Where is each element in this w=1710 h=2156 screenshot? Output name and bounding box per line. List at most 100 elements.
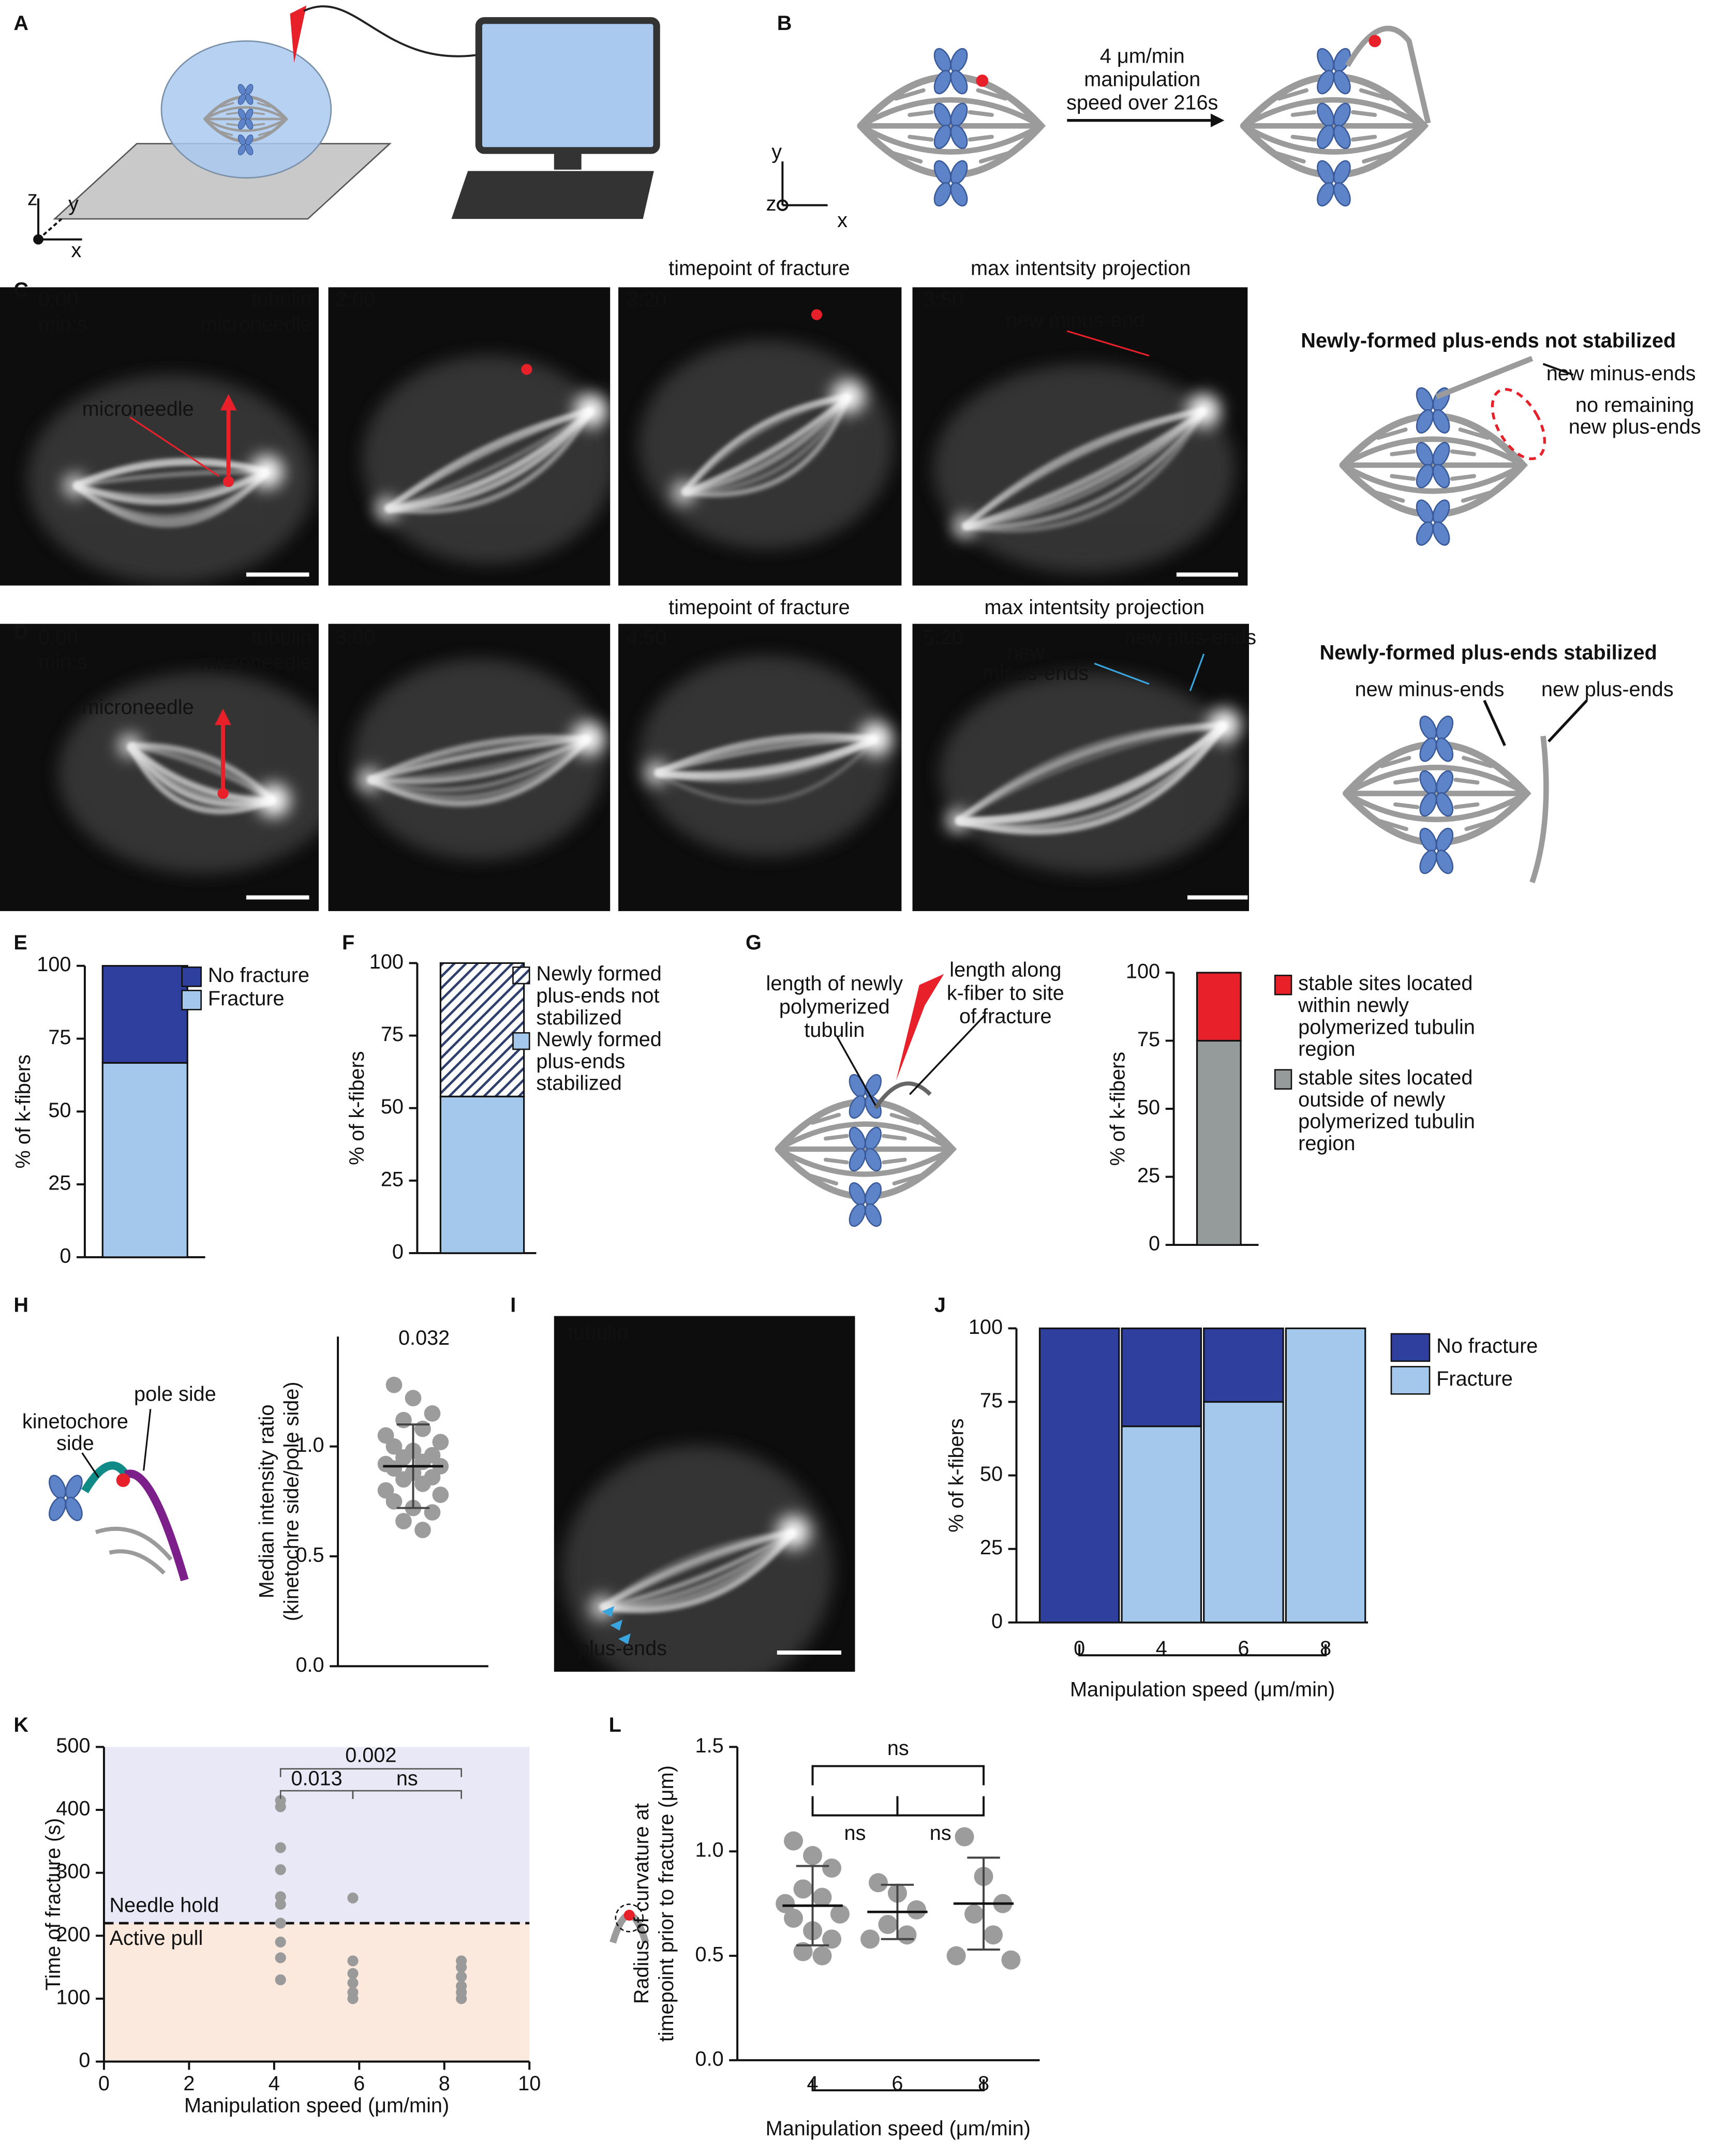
pole xyxy=(946,810,969,832)
x-tick-label: 0 xyxy=(98,2072,110,2095)
p-value: 0.032 xyxy=(398,1327,450,1349)
data-point xyxy=(275,1952,286,1964)
haze xyxy=(27,374,315,584)
y-tick-label: 0 xyxy=(1149,1232,1160,1255)
legend-label: No fracture xyxy=(208,964,309,987)
needle-tip xyxy=(217,787,229,799)
y-tick-label: 0.0 xyxy=(695,2047,724,2070)
bar-segment xyxy=(1285,1327,1366,1624)
y-tick-label: 100 xyxy=(1126,960,1160,983)
x-axis-label: Manipulation speed (μm/min) xyxy=(1070,1678,1335,1701)
y-tick-label: 0.5 xyxy=(295,1544,324,1567)
data-point xyxy=(275,1801,286,1812)
label: tubulin xyxy=(251,626,312,649)
fiber xyxy=(1435,355,1534,399)
x-tick-label: 2 xyxy=(183,2072,195,2095)
x-group-bracket xyxy=(1078,1644,1327,1657)
data-point xyxy=(347,1977,359,1989)
data-point xyxy=(395,1449,412,1466)
data-point xyxy=(385,1493,403,1510)
timestamp: 3:20 xyxy=(627,288,666,311)
data-point xyxy=(432,1434,449,1450)
monitor-stand xyxy=(554,150,582,170)
legend-label: Newly formed plus-ends not stabilized xyxy=(536,963,667,1030)
needle-tip xyxy=(811,309,823,320)
microtubule xyxy=(74,459,267,488)
y-axis-label: % of k-fibers xyxy=(12,1054,35,1168)
y-tick-label: 0.0 xyxy=(295,1654,324,1676)
data-point xyxy=(395,1513,412,1529)
pointer xyxy=(836,1014,986,1106)
comparison-label: ns xyxy=(844,1822,866,1845)
y-tick-label: 0 xyxy=(392,1240,404,1263)
microtubule xyxy=(964,409,1206,532)
axis-name: z xyxy=(27,187,38,210)
microtubule xyxy=(369,737,589,781)
axis-name: z xyxy=(766,192,777,215)
keyboard xyxy=(451,171,654,219)
legend-label: No fracture xyxy=(1436,1335,1538,1358)
bar-segment xyxy=(1203,1401,1284,1624)
y-tick-label: 75 xyxy=(1137,1028,1160,1051)
comparison-label: 0.013 xyxy=(291,1767,342,1790)
label: min:s xyxy=(38,313,87,336)
microtubules xyxy=(352,659,606,860)
legend-swatch xyxy=(512,1032,530,1050)
legend-swatch xyxy=(512,967,530,985)
y-axis-label: Radius of curvature at xyxy=(630,1803,653,2004)
haze xyxy=(58,672,319,874)
microtubule xyxy=(957,723,1226,823)
y-tick-label: 100 xyxy=(37,953,71,976)
data-point xyxy=(405,1390,422,1407)
label: no remaining xyxy=(1575,394,1694,417)
label: speed over 216s xyxy=(1066,91,1218,114)
label: min:s xyxy=(38,651,87,674)
pole xyxy=(859,722,892,755)
data-point xyxy=(347,1993,359,2004)
label: microneedle xyxy=(82,696,194,719)
bar-segment xyxy=(1196,972,1242,1042)
data-point xyxy=(946,1946,966,1966)
data-point xyxy=(456,1971,467,1982)
haze xyxy=(638,655,894,857)
microtubules xyxy=(638,655,894,857)
microtubule xyxy=(957,723,1226,829)
pointer xyxy=(1066,330,1150,356)
y-tick-label: 1.0 xyxy=(695,1839,724,1862)
microtubule xyxy=(128,744,274,805)
panel-label: I xyxy=(510,1294,516,1317)
axes-icon xyxy=(777,161,828,211)
y-tick-label: 200 xyxy=(56,1923,90,1946)
data-point xyxy=(347,1955,359,1967)
legend-swatch xyxy=(181,967,202,987)
haze xyxy=(933,364,1235,573)
fiber xyxy=(873,1081,932,1109)
data-point xyxy=(830,1904,850,1924)
label: max intentsity projection xyxy=(984,596,1204,619)
label: pole side xyxy=(134,1382,216,1405)
pole xyxy=(953,515,976,538)
label: microneedle xyxy=(200,651,312,674)
data-point xyxy=(275,1864,286,1876)
panel-label: J xyxy=(934,1294,946,1317)
pole xyxy=(1208,708,1241,742)
legend-swatch xyxy=(1274,974,1292,995)
x-tick-label: 4 xyxy=(1156,1637,1167,1660)
comparison-label: ns xyxy=(887,1737,909,1760)
microtubule xyxy=(386,409,592,511)
axis-name: x xyxy=(71,239,81,262)
needle-tip xyxy=(976,75,989,87)
comparison-label: ns xyxy=(396,1767,418,1790)
data-point xyxy=(812,1887,832,1907)
cell xyxy=(160,40,332,179)
microtubule xyxy=(600,1530,794,1610)
timestamp: 3:50 xyxy=(924,288,963,311)
pole xyxy=(673,481,695,504)
pointer xyxy=(1542,363,1574,376)
y-tick-label: 50 xyxy=(1137,1096,1160,1119)
microtubule xyxy=(957,723,1227,834)
y-tick-label: 75 xyxy=(48,1026,71,1049)
bar-segment xyxy=(1196,1039,1242,1246)
microtubule xyxy=(601,1530,795,1610)
bar-segment xyxy=(439,1095,525,1254)
